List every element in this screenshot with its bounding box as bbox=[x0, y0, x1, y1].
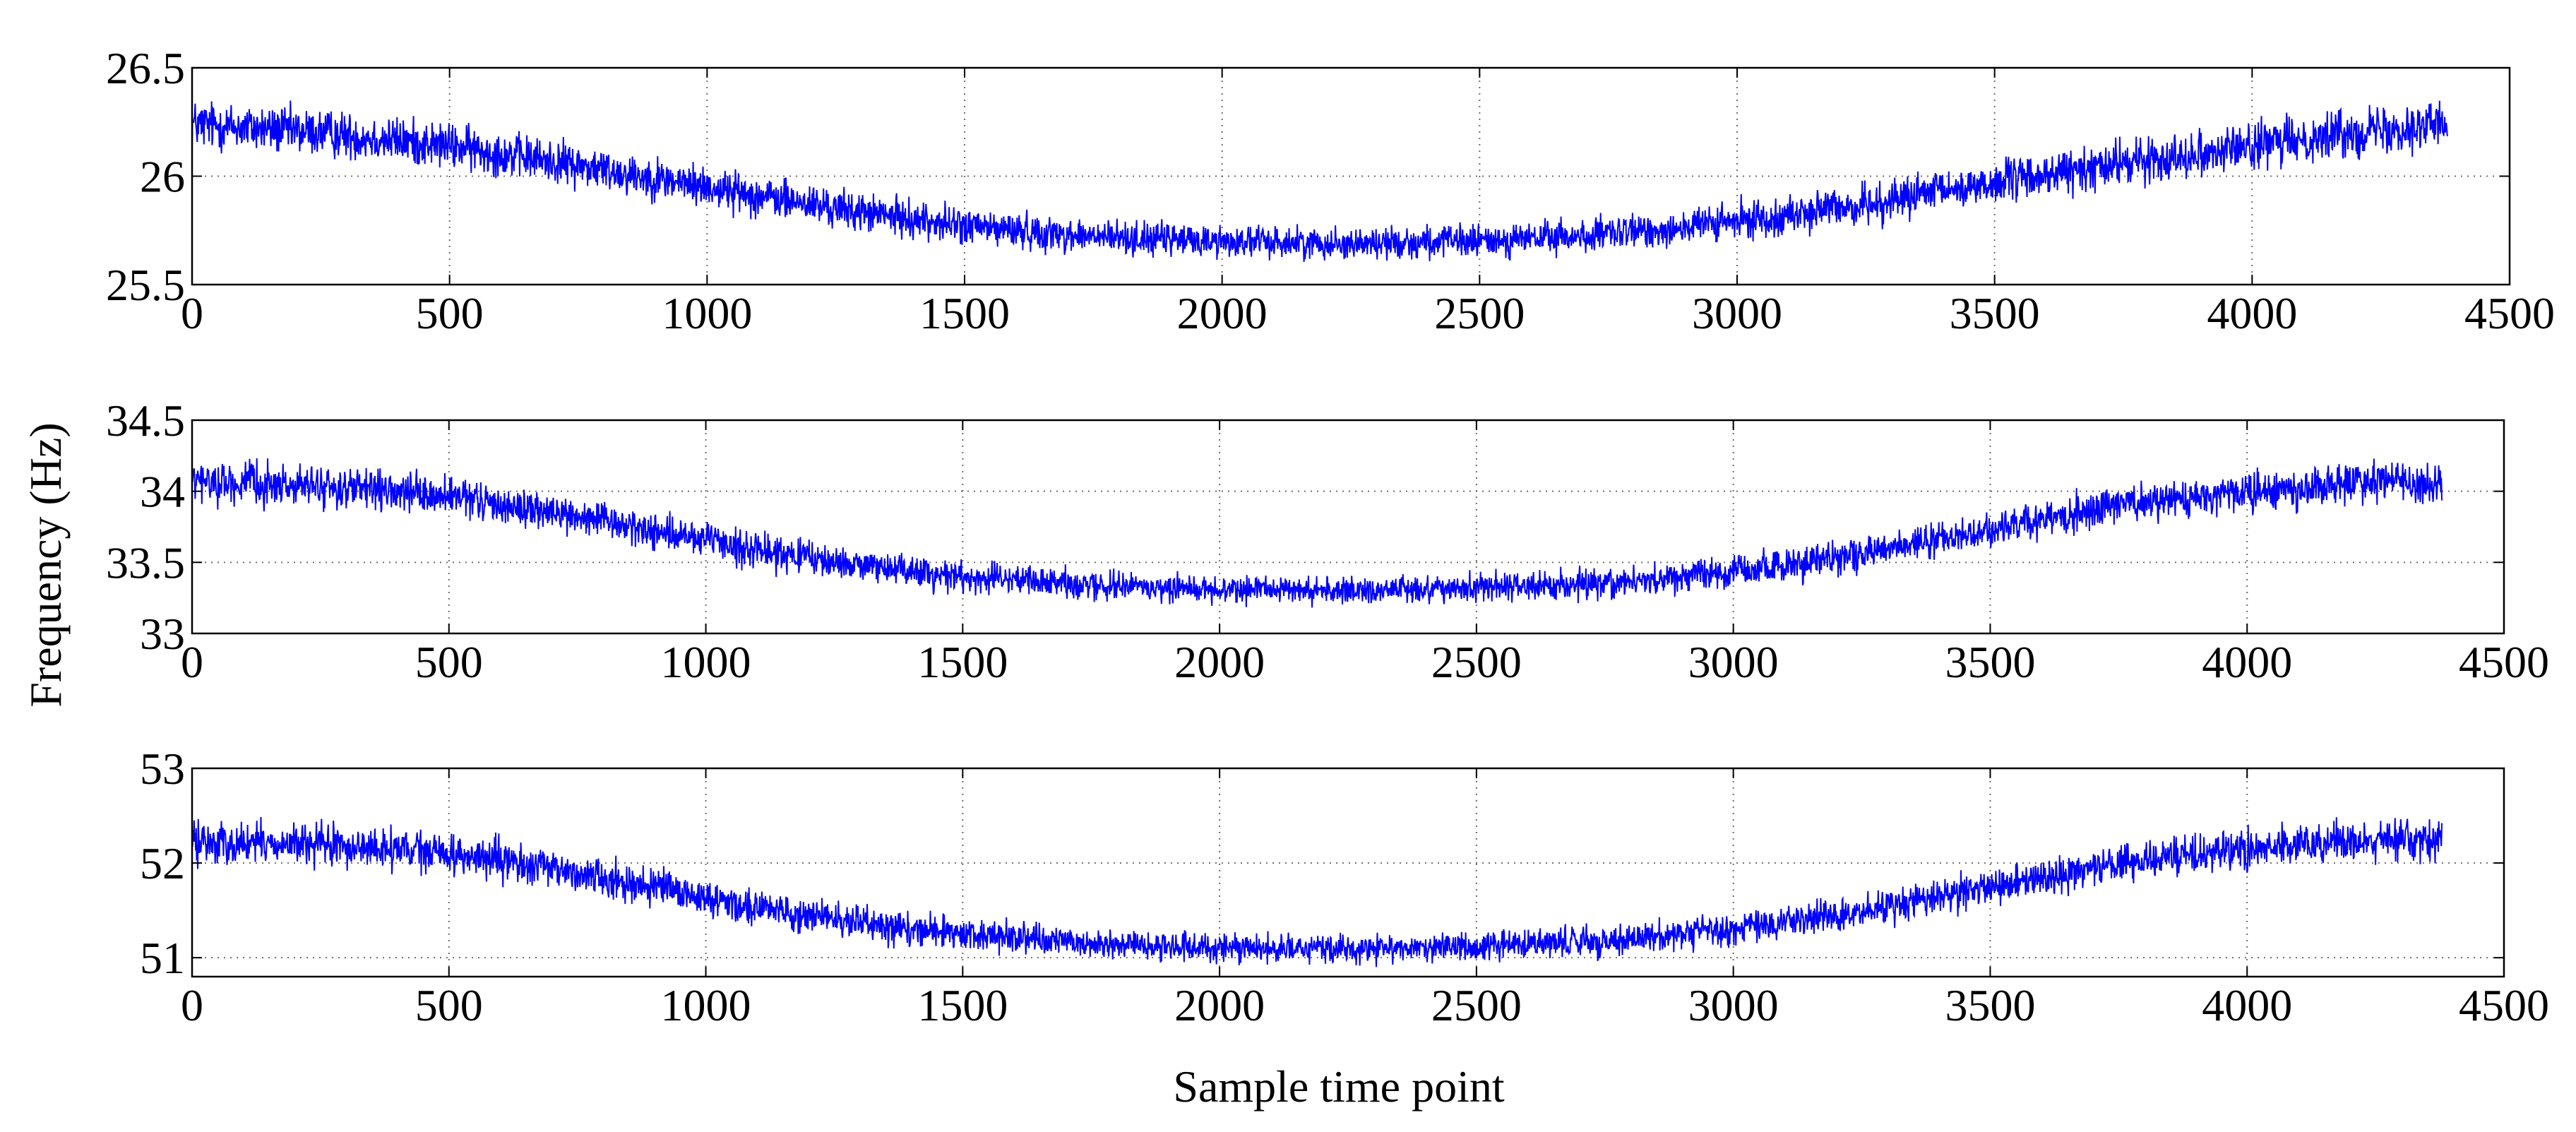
x-tick-label: 500 bbox=[415, 637, 483, 687]
series-line-frequency bbox=[192, 100, 2448, 262]
x-tick-label: 1500 bbox=[919, 288, 1010, 338]
x-tick-label: 3500 bbox=[1945, 637, 2035, 687]
x-tick-label: 1500 bbox=[917, 980, 1008, 1030]
y-axis-label: Frequency (Hz) bbox=[20, 422, 71, 707]
y-tick-label: 52 bbox=[140, 838, 185, 888]
subplot-3: 0 500 1000 1500 2000 2500 3000 3500 4000 4500 51 52… bbox=[140, 744, 2549, 1030]
x-tick-label: 4000 bbox=[2207, 288, 2297, 338]
x-tick-label: 4000 bbox=[2202, 980, 2292, 1030]
plot-frame bbox=[191, 419, 2505, 635]
x-tick-label: 1000 bbox=[661, 637, 751, 687]
x-tick-label: 2500 bbox=[1434, 288, 1525, 338]
x-tick-label: 2500 bbox=[1431, 637, 1522, 687]
subplots: 0 500 1000 1500 2000 2500 3000 3500 4000 4500 25.5… bbox=[106, 43, 2555, 1030]
y-tick-label: 53 bbox=[140, 744, 185, 794]
x-tick-label: 0 bbox=[181, 637, 203, 687]
x-tick-label: 3000 bbox=[1688, 637, 1779, 687]
series-line-frequency bbox=[192, 816, 2443, 967]
x-tick-label: 0 bbox=[181, 288, 203, 338]
y-tick-label: 34 bbox=[140, 467, 185, 517]
subplot-1: 0 500 1000 1500 2000 2500 3000 3500 4000 4500 25.5… bbox=[106, 43, 2555, 338]
x-axis-label: Sample time point bbox=[1173, 1061, 1505, 1112]
x-tick-label: 3000 bbox=[1692, 288, 1782, 338]
x-tick-label: 3000 bbox=[1688, 980, 1779, 1030]
x-tick-label: 4500 bbox=[2459, 980, 2549, 1030]
y-tick-label: 51 bbox=[140, 933, 185, 983]
x-tick-label: 500 bbox=[415, 980, 483, 1030]
plot-frame bbox=[191, 767, 2505, 978]
x-tick-label: 2500 bbox=[1431, 980, 1522, 1030]
series-line-frequency bbox=[192, 458, 2443, 608]
x-tick-label: 1500 bbox=[917, 637, 1008, 687]
x-tick-label: 0 bbox=[181, 980, 203, 1030]
y-tick-label: 26.5 bbox=[106, 43, 185, 93]
y-tick-label: 26 bbox=[140, 152, 185, 202]
y-tick-label: 25.5 bbox=[106, 260, 185, 310]
x-tick-label: 1000 bbox=[661, 980, 751, 1030]
x-tick-label: 3500 bbox=[1945, 980, 2035, 1030]
x-tick-label: 1000 bbox=[662, 288, 752, 338]
x-tick-label: 3500 bbox=[1950, 288, 2040, 338]
x-tick-label: 2000 bbox=[1177, 288, 1268, 338]
x-tick-label: 2000 bbox=[1174, 637, 1265, 687]
y-tick-label: 34.5 bbox=[106, 395, 185, 446]
plot-area bbox=[192, 68, 2510, 285]
x-tick-label: 4500 bbox=[2464, 288, 2555, 338]
x-tick-label: 500 bbox=[416, 288, 484, 338]
y-tick-label: 33.5 bbox=[106, 537, 185, 588]
x-tick-label: 4500 bbox=[2459, 637, 2549, 687]
x-tick-label: 4000 bbox=[2202, 637, 2292, 687]
x-tick-label: 2000 bbox=[1174, 980, 1265, 1030]
subplot-2: 0 500 1000 1500 2000 2500 3000 3500 4000 4500 33 33… bbox=[106, 395, 2549, 687]
y-tick-label: 33 bbox=[140, 609, 185, 659]
